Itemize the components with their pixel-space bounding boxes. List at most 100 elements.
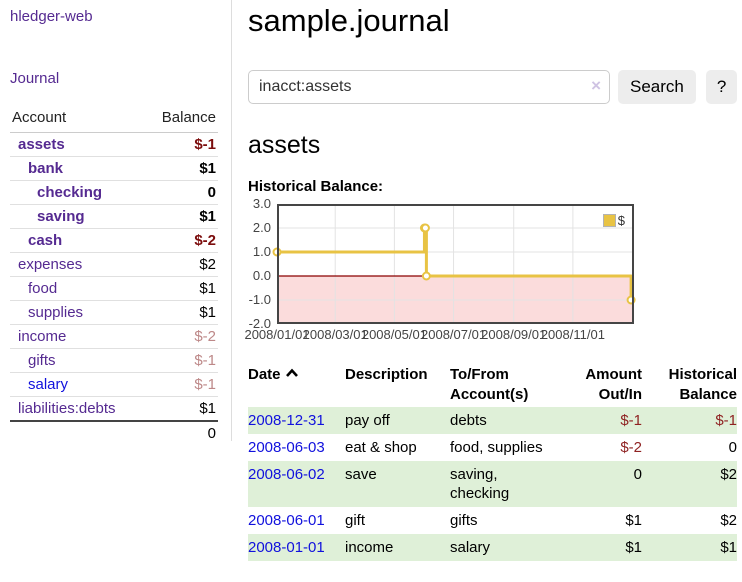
help-button[interactable]: ?	[705, 70, 738, 104]
accounts-header-account: Account	[10, 109, 145, 133]
accounts-table: Account Balance assets $-1 bank $1 checking 0…	[10, 109, 218, 445]
balance-cell: $1	[144, 156, 218, 181]
data-point-marker	[421, 271, 431, 281]
account-link[interactable]: income	[18, 328, 67, 345]
balance-cell: $1	[144, 300, 218, 325]
total-row-spacer	[10, 420, 145, 445]
description-cell: pay off	[345, 412, 390, 429]
account-row: food $1	[10, 276, 218, 301]
account-link[interactable]: bank	[28, 160, 64, 177]
y-axis-tick-label: 0.0	[252, 268, 271, 283]
balance-cell: $2	[144, 252, 218, 277]
search-input[interactable]	[248, 70, 610, 104]
transaction-row: 2008-12-31 pay off debts $-1 $-1	[248, 407, 737, 434]
account-heading: assets	[248, 131, 321, 159]
search-bar: × Search ?	[248, 70, 742, 104]
x-axis-tick-label: 2008/01/01	[244, 327, 310, 342]
register-column-header: Amount Out/In	[585, 366, 642, 403]
register-column-header: Description	[345, 366, 428, 383]
account-row: expenses $2	[10, 252, 218, 277]
x-axis-tick-label: 2008/03/01	[302, 327, 368, 342]
historical-balance-chart: $ 3.0 2.0 1.0 0.0 -1.0 -2.0 2008/01/01 2008/03/…	[244, 197, 742, 346]
account-link[interactable]: cash	[28, 232, 63, 249]
running-balance-cell: 0	[728, 439, 737, 456]
legend-label: $	[617, 213, 625, 228]
account-link[interactable]: salary	[28, 376, 69, 393]
account-link[interactable]: supplies	[28, 304, 84, 321]
account-link[interactable]: saving	[37, 208, 85, 225]
clear-search-icon[interactable]: ×	[591, 76, 601, 95]
register-column-header[interactable]: Date	[248, 363, 345, 407]
chart-plot-area: $	[272, 204, 636, 324]
sort-ascending-icon	[285, 368, 298, 377]
balance-cell: $-1	[144, 348, 218, 373]
balance-cell: $1	[144, 204, 218, 229]
account-row: income $-2	[10, 324, 218, 349]
account-row: salary $-1	[10, 372, 218, 397]
running-balance-cell: $-1	[715, 412, 737, 429]
running-balance-cell: $2	[720, 512, 737, 529]
chart-title: Historical Balance:	[248, 178, 384, 195]
transaction-row: 2008-06-02 save saving, checking 0 $2	[248, 461, 737, 507]
transaction-row: 2008-06-03 eat & shop food, supplies $-2 0	[248, 434, 737, 461]
running-balance-cell: $2	[720, 466, 737, 483]
description-cell: gift	[345, 512, 366, 529]
register-table: Date Description To/From Account(s) Amount …	[248, 363, 737, 561]
total-balance: 0	[144, 420, 218, 445]
register-table-body: 2008-12-31 pay off debts $-1 $-1 2008-06-03 ea…	[248, 407, 737, 561]
transaction-date-link[interactable]: 2008-12-31	[248, 412, 325, 429]
account-row: saving $1	[10, 204, 218, 229]
accounts-cell: salary	[450, 539, 491, 556]
account-row: assets $-1	[10, 132, 218, 157]
transaction-date-link[interactable]: 2008-06-03	[248, 439, 325, 456]
app-title-link[interactable]: hledger-web	[10, 8, 93, 25]
balance-cell: $-2	[144, 324, 218, 349]
account-row: cash $-2	[10, 228, 218, 253]
accounts-cell: gifts	[450, 512, 478, 529]
register-column-header: To/From Account(s)	[450, 366, 529, 403]
main-content: sample.journal × Search ? assets Histori…	[244, 0, 742, 561]
balance-cell: $1	[144, 276, 218, 301]
plot-frame	[277, 204, 634, 324]
running-balance-cell: $1	[720, 539, 737, 556]
account-link[interactable]: liabilities:debts	[18, 400, 116, 417]
account-row: bank $1	[10, 156, 218, 181]
y-axis-tick-label: 1.0	[252, 244, 271, 259]
accounts-header-balance: Balance	[144, 109, 218, 133]
account-link[interactable]: gifts	[28, 352, 56, 369]
sidebar: hledger-web Journal Account Balance asse…	[0, 0, 232, 445]
balance-cell: $-1	[144, 132, 218, 157]
balance-cell: $-2	[144, 228, 218, 253]
x-axis-tick-label: 2008/07/01	[421, 327, 487, 342]
chart-canvas	[272, 204, 636, 324]
account-row: checking 0	[10, 180, 218, 205]
transaction-date-link[interactable]: 2008-01-01	[248, 539, 325, 556]
description-cell: save	[345, 466, 377, 483]
account-link[interactable]: assets	[18, 136, 65, 153]
accounts-cell: saving, checking	[450, 466, 510, 502]
amount-cell: 0	[633, 466, 642, 483]
chart-legend: $	[602, 213, 625, 228]
transaction-date-link[interactable]: 2008-06-01	[248, 512, 325, 529]
balance-cell: $-1	[144, 372, 218, 397]
x-axis-tick-label: 2008/05/01	[361, 327, 427, 342]
page-title: sample.journal	[248, 3, 450, 38]
amount-cell: $1	[625, 539, 642, 556]
x-axis-tick-label: 2008/09/01	[481, 327, 547, 342]
sidebar-item-journal[interactable]: Journal	[10, 70, 60, 87]
account-link[interactable]: food	[28, 280, 58, 297]
y-axis-tick-label: 3.0	[252, 196, 271, 211]
account-link[interactable]: expenses	[18, 256, 83, 273]
amount-cell: $-1	[620, 412, 642, 429]
transaction-date-link[interactable]: 2008-06-02	[248, 466, 325, 483]
amount-cell: $1	[625, 512, 642, 529]
search-input-wrap: ×	[248, 70, 610, 104]
y-axis-tick-label: 2.0	[252, 220, 271, 235]
search-button[interactable]: Search	[618, 70, 696, 104]
accounts-cell: food, supplies	[450, 439, 543, 456]
description-cell: income	[345, 539, 394, 556]
account-row: supplies $1	[10, 300, 218, 325]
legend-swatch-icon	[602, 214, 616, 227]
transaction-row: 2008-06-01 gift gifts $1 $2	[248, 507, 737, 534]
account-link[interactable]: checking	[37, 184, 103, 201]
